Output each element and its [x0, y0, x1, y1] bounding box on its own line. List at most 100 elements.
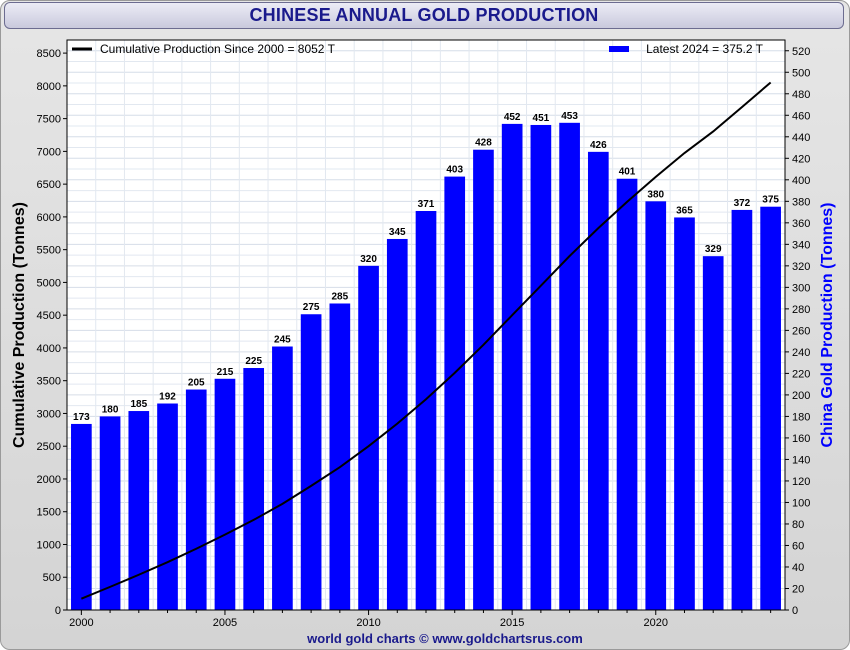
- bar-value-label: 192: [159, 392, 176, 403]
- bar-labels: 173 180 185 192 205 215 225 245 275 285 320 345 371 4…: [73, 111, 779, 423]
- bar-value-label: 365: [676, 205, 693, 216]
- bar: [501, 123, 523, 611]
- right-axis-tick-label: 420: [792, 153, 810, 165]
- left-axis-tick-label: 4500: [37, 310, 61, 322]
- x-axis-tick-label: 2015: [500, 617, 524, 629]
- right-axis-tick-label: 460: [792, 110, 810, 122]
- chart-title: CHINESE ANNUAL GOLD PRODUCTION: [4, 2, 844, 29]
- right-axis-tick-label: 400: [792, 175, 810, 187]
- right-axis: 0 20 40 60 80 100 120 140 160 180 200 220 240 260 280 3…: [785, 46, 810, 617]
- right-axis-tick-label: 240: [792, 347, 810, 359]
- left-axis-tick-label: 3500: [37, 376, 61, 388]
- bar-value-label: 173: [73, 412, 90, 423]
- left-axis: 0 500 1000 1500 2000 2500 3000 3500 4000 4500 5000…: [37, 48, 67, 617]
- bar-value-label: 401: [619, 167, 636, 178]
- right-axis-tick-label: 20: [792, 583, 804, 595]
- left-axis-tick-label: 5000: [37, 277, 61, 289]
- bar: [358, 265, 379, 610]
- bar-value-label: 426: [590, 140, 607, 151]
- bar-value-label: 372: [734, 198, 751, 209]
- right-axis-tick-label: 200: [792, 390, 810, 402]
- right-axis-tick-label: 480: [792, 89, 810, 101]
- legend-latest-label: Latest 2024 = 375.2 T: [646, 42, 764, 56]
- bar-value-label: 320: [360, 254, 377, 265]
- bar-value-label: 375: [762, 195, 779, 206]
- right-axis-tick-label: 0: [792, 605, 798, 617]
- bar-value-label: 245: [274, 335, 291, 346]
- right-axis-tick-label: 300: [792, 282, 810, 294]
- right-axis-tick-label: 120: [792, 476, 810, 488]
- bar: [185, 389, 207, 610]
- legend-bar-swatch: [609, 46, 629, 52]
- right-axis-tick-label: 260: [792, 325, 810, 337]
- bar: [157, 403, 178, 610]
- left-axis-tick-label: 7500: [37, 114, 61, 126]
- bar-value-label: 180: [102, 404, 119, 415]
- bar: [473, 149, 494, 610]
- bar-value-label: 215: [217, 367, 234, 378]
- left-axis-tick-label: 8500: [37, 48, 61, 60]
- bar: [99, 416, 121, 610]
- bar: [444, 176, 466, 610]
- bar: [128, 411, 150, 610]
- left-axis-tick-label: 7000: [37, 146, 61, 158]
- bar: [530, 124, 552, 610]
- bar: [329, 303, 351, 610]
- bar: [71, 423, 92, 610]
- bar-value-label: 371: [418, 199, 435, 210]
- left-axis-tick-label: 6500: [37, 179, 61, 191]
- bar-value-label: 452: [504, 112, 521, 123]
- left-axis-tick-label: 1000: [37, 539, 61, 551]
- right-axis-tick-label: 440: [792, 132, 810, 144]
- cumulative-line: [80, 81, 772, 600]
- left-axis-tick-label: 6000: [37, 212, 61, 224]
- left-axis-title: Cumulative Production (Tonnes): [11, 202, 28, 448]
- right-axis-tick-label: 180: [792, 411, 810, 423]
- right-axis-tick-label: 100: [792, 497, 810, 509]
- bar: [702, 256, 724, 610]
- bar: [587, 151, 609, 610]
- right-axis-tick-label: 360: [792, 218, 810, 230]
- bar: [272, 346, 293, 610]
- bar: [214, 378, 236, 610]
- left-axis-tick-label: 8000: [37, 81, 61, 93]
- x-axis-tick-label: 2010: [356, 617, 380, 629]
- bar-value-label: 329: [705, 244, 722, 255]
- left-axis-tick-label: 2500: [37, 441, 61, 453]
- x-axis-tick-label: 2005: [213, 617, 237, 629]
- right-axis-tick-label: 280: [792, 304, 810, 316]
- left-axis-tick-label: 1500: [37, 507, 61, 519]
- bar: [415, 211, 437, 610]
- bar: [674, 217, 695, 611]
- bar-value-label: 453: [561, 111, 578, 122]
- right-axis-tick-label: 320: [792, 261, 810, 273]
- right-axis-tick-label: 220: [792, 368, 810, 380]
- bar-value-label: 205: [188, 378, 205, 389]
- left-axis-tick-label: 0: [55, 605, 61, 617]
- legend-cumulative-label: Cumulative Production Since 2000 = 8052 …: [100, 42, 336, 56]
- bar-value-label: 428: [475, 138, 492, 149]
- left-axis-tick-label: 3000: [37, 408, 61, 420]
- bar-value-label: 275: [303, 302, 320, 313]
- bar: [559, 122, 580, 611]
- bar: [645, 201, 667, 611]
- right-axis-tick-label: 520: [792, 46, 810, 58]
- bar-value-label: 403: [446, 165, 463, 176]
- left-axis-tick-label: 4000: [37, 343, 61, 355]
- left-axis-tick-label: 2000: [37, 474, 61, 486]
- bar: [243, 368, 265, 610]
- left-axis-tick-label: 5500: [37, 245, 61, 257]
- right-axis-tick-label: 140: [792, 454, 810, 466]
- right-axis-tick-label: 160: [792, 433, 810, 445]
- right-axis-tick-label: 80: [792, 519, 804, 531]
- bar: [616, 178, 638, 611]
- bar-value-label: 185: [130, 399, 147, 410]
- left-axis-tick-label: 500: [43, 572, 61, 584]
- right-axis-tick-label: 340: [792, 239, 810, 251]
- bar: [731, 209, 753, 610]
- right-axis-tick-label: 500: [792, 67, 810, 79]
- bar: [760, 206, 781, 610]
- bar-value-label: 225: [245, 356, 262, 367]
- bar-value-label: 451: [533, 113, 550, 124]
